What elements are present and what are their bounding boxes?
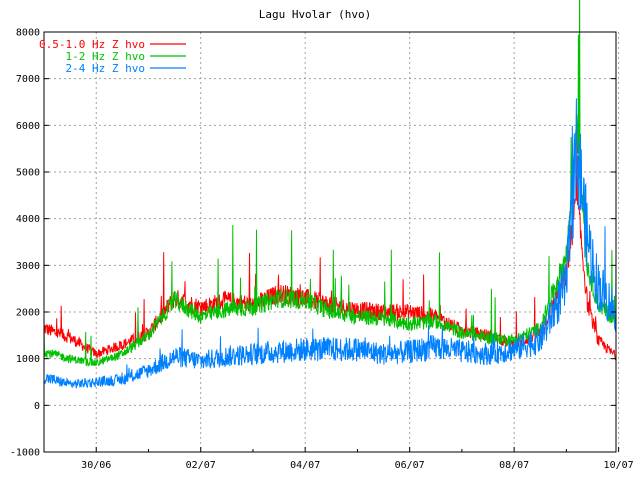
y-tick-label: 8000 <box>16 28 40 39</box>
series-layer <box>43 0 617 389</box>
legend-label: 2-4 Hz Z hvo <box>66 62 145 75</box>
x-tick-label: 10/07 <box>604 460 634 471</box>
axes: 8000 7000 6000 5000 4000 3000 2000 1000 0 -1000 30… <box>10 28 634 472</box>
legend-label: 0.5-1.0 Hz Z hvo <box>39 38 145 51</box>
y-tick-label: 0 <box>34 401 40 412</box>
legend-label: 1-2 Hz Z hvo <box>66 50 145 63</box>
series-line <box>43 98 617 389</box>
series-3 <box>43 98 617 389</box>
y-tick-label: 4000 <box>16 214 40 225</box>
x-tick-label: 02/07 <box>186 460 216 471</box>
x-tick-label: 04/07 <box>290 460 320 471</box>
series-line <box>43 125 617 361</box>
grid-lines <box>44 32 620 452</box>
x-tick-label: 30/06 <box>81 460 111 471</box>
y-tick-label: -1000 <box>10 448 40 459</box>
x-tick-label: 06/07 <box>395 460 425 471</box>
y-tick-label: 1000 <box>16 354 40 365</box>
y-tick-label: 3000 <box>16 261 40 272</box>
y-tick-label: 6000 <box>16 121 40 132</box>
series-2 <box>43 0 617 368</box>
plot-frame <box>43 31 617 453</box>
series-1 <box>43 125 617 361</box>
y-tick-label: 5000 <box>16 168 40 179</box>
y-tick-label: 7000 <box>16 74 40 85</box>
chart-title: Lagu Hvolar (hvo) <box>259 8 372 21</box>
y-tick-label: 2000 <box>16 308 40 319</box>
series-line <box>43 0 617 368</box>
x-tick-label: 08/07 <box>499 460 529 471</box>
